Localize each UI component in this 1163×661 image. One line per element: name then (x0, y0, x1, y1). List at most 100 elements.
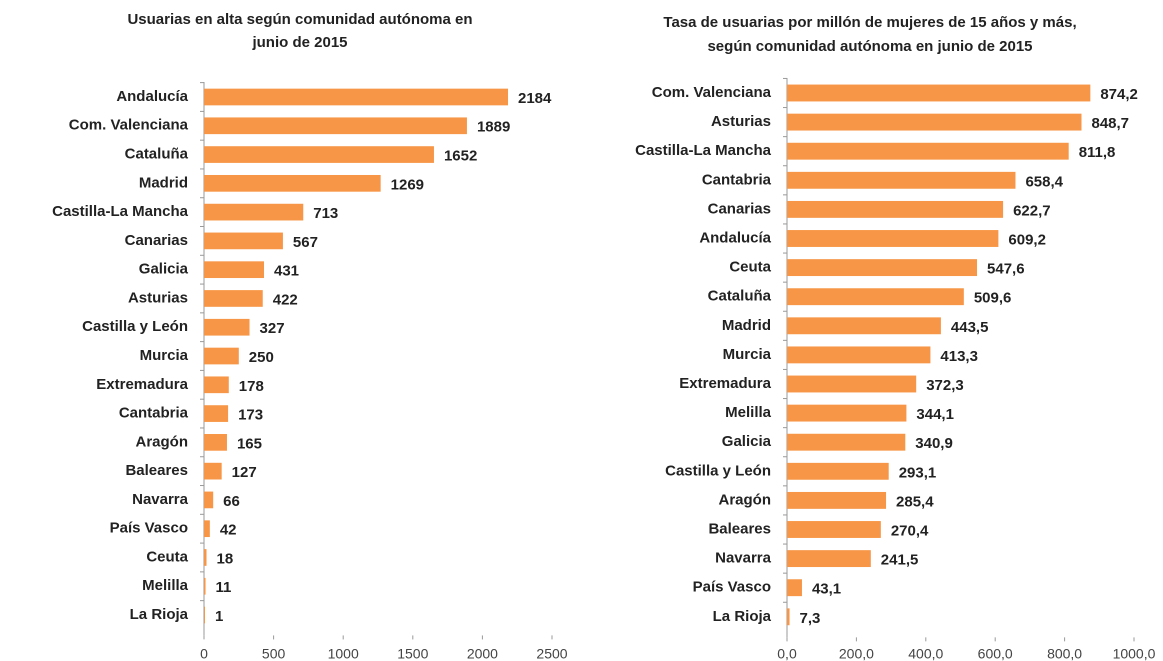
bar (787, 608, 790, 626)
value-label: 609,2 (1008, 231, 1046, 248)
value-label: 127 (232, 464, 257, 481)
category-label: Melilla (725, 404, 772, 421)
category-label: Extremadura (679, 375, 771, 392)
category-label: Castilla y León (665, 462, 771, 479)
bar (204, 520, 210, 538)
value-label: 1 (215, 608, 223, 625)
category-label: Baleares (125, 462, 188, 479)
category-label: Aragón (719, 491, 772, 508)
bar (204, 203, 304, 221)
value-label: 443,5 (951, 319, 989, 336)
bar (787, 200, 1004, 218)
x-tick-label: 0,0 (777, 646, 797, 661)
value-label: 66 (223, 493, 240, 510)
category-label: La Rioja (713, 608, 772, 625)
category-label: Asturias (128, 289, 188, 306)
value-label: 509,6 (974, 290, 1012, 307)
category-label: País Vasco (110, 520, 188, 537)
category-label: Madrid (139, 174, 188, 191)
value-label: 1652 (444, 148, 477, 165)
x-tick-label: 500 (262, 646, 286, 661)
value-label: 250 (249, 349, 274, 366)
category-label: Com. Valenciana (652, 84, 772, 101)
x-tick-label: 1000 (328, 646, 359, 661)
chart-title: junio de 2015 (251, 34, 347, 51)
bar (204, 347, 239, 365)
category-label: Com. Valenciana (69, 117, 189, 134)
bar (787, 84, 1091, 102)
category-label: Asturias (711, 113, 771, 130)
value-label: 1889 (477, 119, 510, 136)
category-label: Cataluña (708, 288, 772, 305)
value-label: 547,6 (987, 261, 1025, 278)
category-label: Ceuta (729, 259, 771, 276)
category-label: Madrid (722, 317, 771, 334)
bar (204, 491, 214, 509)
value-label: 622,7 (1013, 202, 1051, 219)
value-label: 42 (220, 522, 237, 539)
category-label: Andalucía (699, 229, 771, 246)
bar (787, 433, 906, 451)
category-label: Melilla (142, 577, 189, 594)
category-label: Aragón (136, 433, 189, 450)
category-label: Castilla-La Mancha (52, 203, 189, 220)
value-label: 18 (217, 550, 234, 567)
bar (204, 261, 264, 279)
category-label: La Rioja (130, 606, 189, 623)
category-label: Cantabria (119, 405, 189, 422)
x-tick-label: 800,0 (1047, 646, 1082, 661)
x-tick-label: 400,0 (908, 646, 943, 661)
category-label: Baleares (708, 520, 771, 537)
bar (787, 346, 931, 364)
category-label: Andalucía (116, 88, 188, 105)
value-label: 327 (260, 320, 285, 337)
chart-title: Tasa de usuarias por millón de mujeres d… (663, 14, 1076, 31)
bar (204, 606, 205, 624)
category-label: Galicia (722, 433, 772, 450)
bar (204, 549, 207, 566)
bar (787, 171, 1016, 189)
value-label: 372,3 (926, 377, 964, 394)
bar (787, 259, 978, 277)
value-label: 173 (238, 407, 263, 424)
x-tick-label: 1000,0 (1113, 646, 1156, 661)
bar (787, 375, 917, 393)
category-label: Galicia (139, 261, 189, 278)
value-label: 1269 (391, 176, 424, 193)
bar (787, 230, 999, 247)
value-label: 11 (216, 579, 232, 596)
bar (787, 550, 871, 568)
value-label: 241,5 (881, 552, 919, 569)
value-label: 567 (293, 234, 318, 251)
x-tick-label: 2500 (536, 646, 567, 661)
x-tick-label: 600,0 (978, 646, 1013, 661)
category-label: País Vasco (693, 579, 771, 596)
value-label: 43,1 (812, 581, 841, 598)
value-label: 874,2 (1100, 86, 1138, 103)
value-label: 340,9 (915, 435, 953, 452)
value-label: 344,1 (916, 406, 954, 423)
value-label: 178 (239, 378, 264, 395)
category-label: Extremadura (96, 376, 188, 393)
value-label: 7,3 (800, 610, 821, 627)
bar (787, 317, 941, 335)
value-label: 413,3 (940, 348, 978, 365)
value-label: 848,7 (1091, 115, 1129, 132)
x-tick-label: 0 (200, 646, 208, 661)
bar (204, 232, 283, 250)
bar (787, 521, 881, 538)
value-label: 713 (313, 205, 338, 222)
bar (204, 434, 227, 451)
category-label: Canarias (708, 200, 771, 217)
x-tick-label: 2000 (467, 646, 498, 661)
bar (787, 579, 802, 597)
bar (787, 462, 889, 480)
category-label: Murcia (723, 346, 772, 363)
bar (204, 117, 467, 135)
bar (204, 462, 222, 480)
bar (204, 577, 206, 595)
bar (204, 290, 263, 307)
bar (787, 491, 887, 509)
bar (787, 142, 1069, 160)
bar (204, 174, 381, 192)
